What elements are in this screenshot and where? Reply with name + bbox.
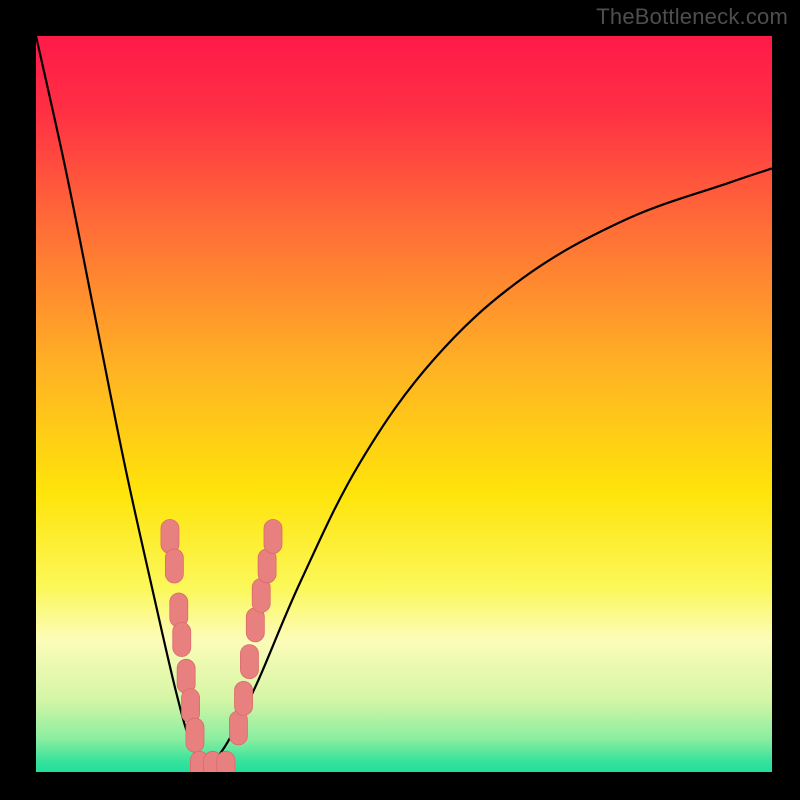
data-marker xyxy=(246,608,264,642)
data-marker xyxy=(186,718,204,752)
data-marker xyxy=(161,519,179,553)
data-marker xyxy=(252,578,270,612)
data-marker xyxy=(173,623,191,657)
watermark-text: TheBottleneck.com xyxy=(596,4,788,30)
chart-background xyxy=(36,36,772,772)
data-marker xyxy=(240,645,258,679)
chart-plot-area xyxy=(36,36,772,772)
data-marker xyxy=(235,681,253,715)
data-marker xyxy=(229,711,247,745)
data-marker xyxy=(182,689,200,723)
data-marker xyxy=(170,593,188,627)
data-marker xyxy=(258,549,276,583)
data-marker xyxy=(217,751,235,772)
data-marker xyxy=(264,519,282,553)
data-marker xyxy=(165,549,183,583)
data-marker xyxy=(177,659,195,693)
